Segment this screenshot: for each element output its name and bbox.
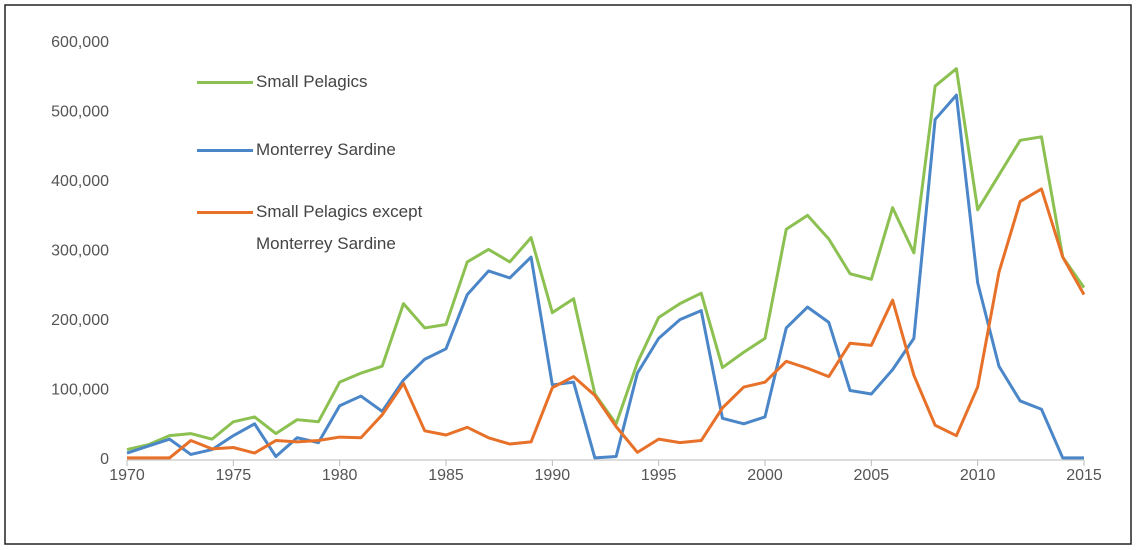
- series-line: [127, 187, 1086, 460]
- frame: [4, 4, 1132, 545]
- x-tick-label: 2005: [854, 467, 890, 484]
- x-tick-label: 1970: [109, 467, 145, 484]
- legend-swatch: [197, 149, 253, 152]
- legend-swatch: [197, 81, 253, 84]
- x-tick-label: 1990: [535, 467, 571, 484]
- x-tick-label: 1985: [428, 467, 464, 484]
- legend-label: Monterrey Sardine: [256, 140, 396, 159]
- y-tick-label: 400,000: [51, 173, 109, 190]
- legend-swatch: [197, 211, 253, 214]
- x-tick-label: 2010: [960, 467, 996, 484]
- x-tick-label: 2000: [747, 467, 783, 484]
- x-tick-label: 1995: [641, 467, 677, 484]
- y-tick-label: 500,000: [51, 104, 109, 121]
- x-tick-label: 2015: [1066, 467, 1102, 484]
- legend-label: Small Pelagics: [256, 72, 368, 91]
- x-tick-label: 1975: [216, 467, 252, 484]
- series-line: [126, 93, 1084, 460]
- y-tick-label: 300,000: [51, 243, 109, 260]
- y-tick-label: 0: [100, 451, 109, 468]
- y-tick-label: 100,000: [51, 382, 109, 399]
- x-tick-label: 1980: [322, 467, 358, 484]
- y-tick-label: 600,000: [51, 34, 109, 51]
- y-tick-label: 200,000: [51, 312, 109, 329]
- legend-label: Small Pelagics except Monterrey Sardine: [256, 202, 423, 253]
